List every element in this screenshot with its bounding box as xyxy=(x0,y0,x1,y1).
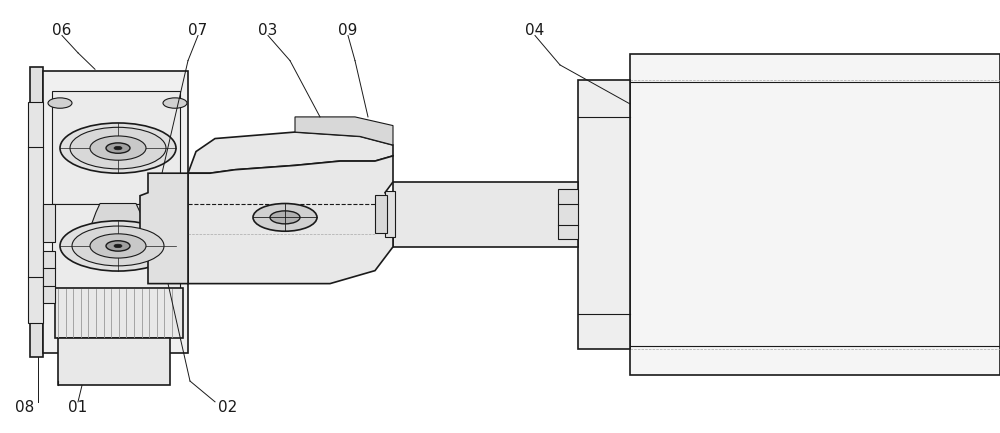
Text: 09: 09 xyxy=(338,23,358,38)
Bar xyxy=(385,191,395,237)
Bar xyxy=(58,338,170,385)
Circle shape xyxy=(270,211,300,224)
Bar xyxy=(375,195,387,233)
Circle shape xyxy=(72,226,164,266)
Bar xyxy=(52,91,180,204)
Text: 07: 07 xyxy=(188,23,208,38)
Polygon shape xyxy=(140,173,188,284)
Polygon shape xyxy=(295,117,393,145)
Bar xyxy=(393,182,578,247)
Bar xyxy=(43,251,55,303)
Bar xyxy=(43,204,55,242)
Circle shape xyxy=(106,241,130,251)
Text: 03: 03 xyxy=(258,23,278,38)
Polygon shape xyxy=(162,247,188,284)
Circle shape xyxy=(90,234,146,258)
Bar xyxy=(52,204,180,288)
Circle shape xyxy=(253,204,317,231)
Text: 04: 04 xyxy=(525,23,545,38)
Polygon shape xyxy=(188,156,393,284)
Circle shape xyxy=(60,123,176,173)
Bar xyxy=(578,80,630,349)
Bar xyxy=(558,189,578,239)
Polygon shape xyxy=(188,132,393,173)
Text: 08: 08 xyxy=(15,401,35,415)
Bar xyxy=(43,71,188,353)
Bar xyxy=(55,288,183,338)
Circle shape xyxy=(163,98,187,108)
Circle shape xyxy=(60,221,176,271)
Text: 01: 01 xyxy=(68,401,88,415)
Bar xyxy=(630,54,1000,375)
Bar xyxy=(30,67,43,357)
Text: 02: 02 xyxy=(218,401,238,415)
Circle shape xyxy=(48,98,72,108)
Circle shape xyxy=(70,127,166,169)
Circle shape xyxy=(114,244,122,248)
Circle shape xyxy=(106,143,130,153)
Bar xyxy=(28,102,43,323)
Polygon shape xyxy=(92,204,145,242)
Text: 06: 06 xyxy=(52,23,72,38)
Circle shape xyxy=(114,146,122,150)
Circle shape xyxy=(90,136,146,160)
